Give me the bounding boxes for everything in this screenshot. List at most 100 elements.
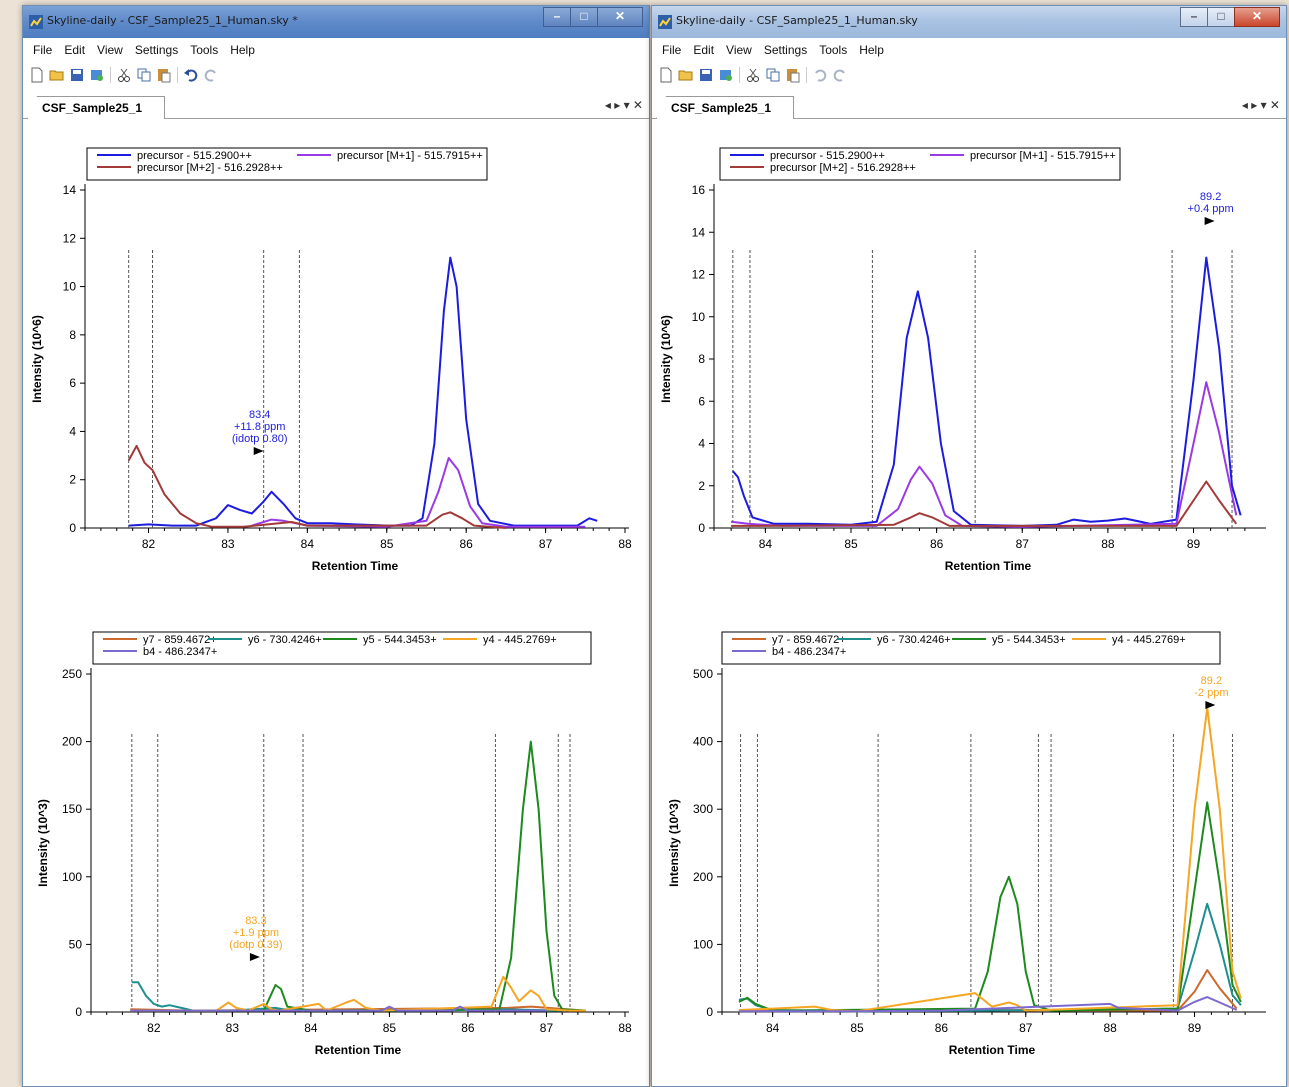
x-tick-label: 86 bbox=[459, 537, 473, 551]
menu-edit[interactable]: Edit bbox=[693, 43, 715, 57]
series-line bbox=[130, 975, 586, 1012]
menu-edit[interactable]: Edit bbox=[64, 43, 86, 57]
x-tick-label: 82 bbox=[147, 1021, 161, 1035]
paste-icon[interactable] bbox=[785, 67, 801, 83]
y-tick-label: 2 bbox=[69, 473, 76, 487]
y-tick-label: 200 bbox=[62, 735, 82, 749]
paste-icon[interactable] bbox=[156, 67, 172, 83]
toolbar-separator bbox=[739, 67, 740, 83]
tab-scroll-close-controls[interactable]: ◂ ▸ ▾ ✕ bbox=[1241, 98, 1280, 112]
y-tick-label: 12 bbox=[692, 268, 706, 282]
tab-scroll-close-controls[interactable]: ◂ ▸ ▾ ✕ bbox=[604, 98, 643, 112]
x-axis-label: Retention Time bbox=[945, 559, 1032, 573]
tab-csf-sample[interactable]: CSF_Sample25_1 bbox=[656, 96, 795, 119]
legend-box bbox=[86, 147, 488, 181]
legend-box bbox=[721, 631, 1221, 665]
save-icon[interactable] bbox=[69, 67, 85, 83]
peak-annotation-label: (dotp 0.39) bbox=[229, 939, 282, 951]
left-precursor-chromatogram[interactable]: 0 2 4 6 8 10 12 14 82 83 84 85 86 87 88 Retention Time I… bbox=[23, 134, 649, 604]
series-line bbox=[251, 457, 586, 528]
x-tick-label: 84 bbox=[759, 537, 773, 551]
menu-settings[interactable]: Settings bbox=[763, 43, 808, 57]
menu-settings[interactable]: Settings bbox=[134, 43, 179, 57]
close-button[interactable]: ✕ bbox=[597, 7, 643, 27]
menu-file[interactable]: File bbox=[33, 43, 53, 57]
save-icon[interactable] bbox=[698, 67, 714, 83]
menu-file[interactable]: File bbox=[662, 43, 682, 57]
menu-view[interactable]: View bbox=[97, 43, 123, 57]
series-line bbox=[732, 256, 1242, 527]
y-tick-label: 10 bbox=[63, 280, 77, 294]
x-tick-label: 85 bbox=[850, 1021, 864, 1035]
y-tick-label: 14 bbox=[63, 183, 77, 197]
series-line bbox=[731, 480, 1238, 527]
redo-icon[interactable] bbox=[832, 67, 848, 83]
x-tick-label: 85 bbox=[380, 537, 394, 551]
undo-icon[interactable] bbox=[183, 67, 199, 83]
peak-annotation-label: 89.2 bbox=[1200, 191, 1221, 203]
minimize-button[interactable]: – bbox=[1180, 7, 1208, 27]
legend-label: y7 - 859.4672+ bbox=[143, 634, 217, 646]
y-tick-label: 6 bbox=[698, 394, 705, 408]
y-tick-label: 0 bbox=[69, 521, 76, 535]
menu-tools[interactable]: Tools bbox=[819, 43, 848, 57]
y-tick-label: 6 bbox=[69, 376, 76, 390]
maximize-button[interactable]: □ bbox=[1207, 7, 1235, 27]
y-tick-label: 10 bbox=[692, 310, 706, 324]
toolbar-separator bbox=[110, 67, 111, 83]
toolbar bbox=[652, 62, 1286, 88]
cut-icon[interactable] bbox=[745, 67, 761, 83]
close-button[interactable]: ✕ bbox=[1234, 7, 1280, 27]
x-tick-label: 89 bbox=[1187, 537, 1201, 551]
open-icon[interactable] bbox=[49, 67, 65, 83]
title-bar[interactable]: Skyline-daily - CSF_Sample25_1_Human.sky… bbox=[23, 6, 649, 38]
open-icon[interactable] bbox=[678, 67, 694, 83]
left-fragment-chromatogram[interactable]: 0 50 100 150 200 250 82 83 84 85 86 87 88 Retention T… bbox=[23, 616, 649, 1066]
y-tick-label: 500 bbox=[693, 667, 713, 681]
right-precursor-chromatogram[interactable]: 0 2 4 6 8 10 12 14 16 84 85 86 87 88 89 Retention Time I… bbox=[652, 134, 1286, 604]
new-icon[interactable] bbox=[658, 67, 674, 83]
share-icon[interactable] bbox=[718, 67, 734, 83]
undo-icon[interactable] bbox=[812, 67, 828, 83]
menu-tools[interactable]: Tools bbox=[190, 43, 219, 57]
x-tick-label: 86 bbox=[461, 1021, 475, 1035]
series-line bbox=[131, 981, 563, 1012]
legend-label: b4 - 486.2347+ bbox=[143, 646, 217, 658]
x-tick-label: 84 bbox=[304, 1021, 318, 1035]
series-line bbox=[730, 381, 1238, 528]
peak-annotation-label: +11.8 ppm bbox=[234, 421, 285, 433]
redo-icon[interactable] bbox=[203, 67, 219, 83]
x-tick-label: 83 bbox=[226, 1021, 240, 1035]
series-line bbox=[128, 256, 598, 527]
document-tabs: CSF_Sample25_1 ◂ ▸ ▾ ✕ bbox=[23, 90, 649, 119]
legend-label: precursor [M+2] - 516.2928++ bbox=[770, 162, 916, 174]
share-icon[interactable] bbox=[89, 67, 105, 83]
peak-marker-arrow bbox=[1205, 701, 1216, 709]
y-tick-label: 250 bbox=[62, 667, 82, 681]
series-line bbox=[738, 996, 1238, 1013]
menu-help[interactable]: Help bbox=[230, 43, 255, 57]
tab-csf-sample[interactable]: CSF_Sample25_1 bbox=[27, 96, 166, 119]
y-tick-label: 4 bbox=[69, 424, 76, 438]
new-icon[interactable] bbox=[29, 67, 45, 83]
series-line bbox=[130, 1005, 547, 1012]
menu-help[interactable]: Help bbox=[859, 43, 884, 57]
copy-icon[interactable] bbox=[765, 67, 781, 83]
minimize-button[interactable]: – bbox=[543, 7, 571, 27]
menu-view[interactable]: View bbox=[726, 43, 752, 57]
right-fragment-chromatogram[interactable]: 0 100 200 300 400 500 84 85 86 87 88 89 Retention Ti… bbox=[652, 616, 1286, 1066]
x-tick-label: 83 bbox=[221, 537, 235, 551]
skyline-window-left[interactable]: Skyline-daily - CSF_Sample25_1_Human.sky… bbox=[22, 5, 650, 1087]
y-tick-label: 50 bbox=[69, 937, 83, 951]
maximize-button[interactable]: □ bbox=[570, 7, 598, 27]
y-tick-label: 4 bbox=[698, 437, 705, 451]
x-tick-label: 87 bbox=[1019, 1021, 1033, 1035]
skyline-window-right[interactable]: Skyline-daily - CSF_Sample25_1_Human.sky… bbox=[651, 5, 1287, 1087]
y-tick-label: 150 bbox=[62, 802, 82, 816]
title-bar[interactable]: Skyline-daily - CSF_Sample25_1_Human.sky… bbox=[652, 6, 1286, 38]
copy-icon[interactable] bbox=[136, 67, 152, 83]
cut-icon[interactable] bbox=[116, 67, 132, 83]
document-tabs: CSF_Sample25_1 ◂ ▸ ▾ ✕ bbox=[652, 90, 1286, 119]
x-axis-label: Retention Time bbox=[949, 1043, 1036, 1057]
series-line bbox=[738, 969, 1238, 1012]
